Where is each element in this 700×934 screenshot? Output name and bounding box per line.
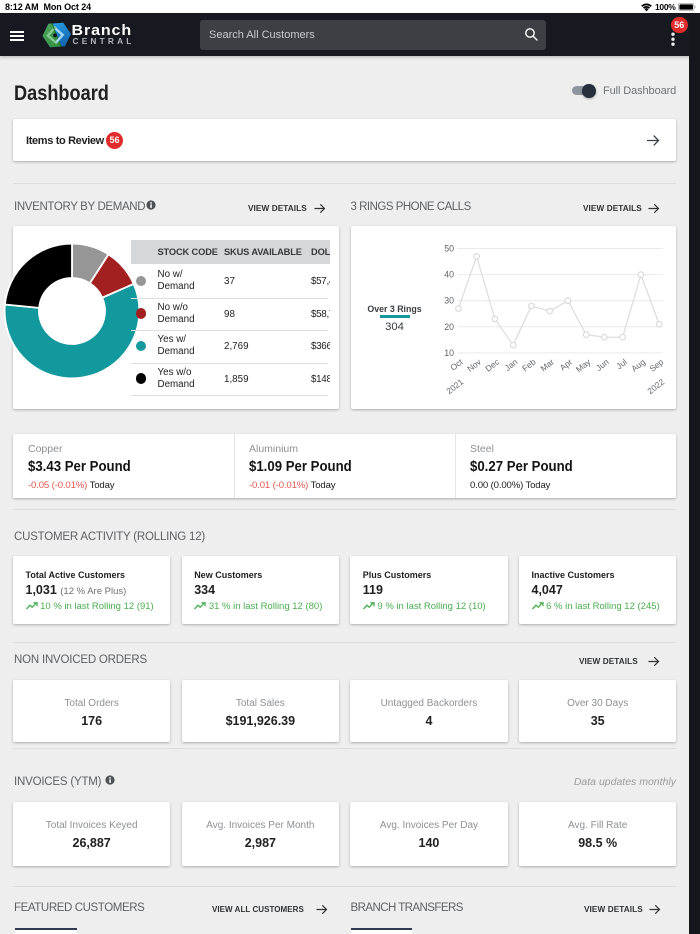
svg-text:May: May [573, 356, 592, 374]
svg-text:30: 30 [444, 296, 454, 306]
svg-text:Sep: Sep [647, 356, 665, 373]
svg-text:2021: 2021 [444, 376, 465, 396]
svg-text:2022: 2022 [645, 376, 666, 396]
svg-text:Jun: Jun [593, 356, 610, 372]
svg-text:Jan: Jan [502, 356, 519, 372]
svg-text:40: 40 [444, 270, 454, 280]
svg-text:50: 50 [444, 244, 454, 254]
svg-text:Feb: Feb [520, 356, 538, 373]
svg-text:10: 10 [444, 348, 454, 358]
svg-text:Mar: Mar [538, 357, 556, 374]
svg-text:Oct: Oct [448, 356, 465, 372]
svg-text:Apr: Apr [557, 357, 574, 373]
svg-text:Nov: Nov [465, 356, 484, 374]
svg-text:Dec: Dec [483, 357, 501, 374]
svg-text:20: 20 [444, 322, 454, 332]
svg-text:Aug: Aug [629, 356, 647, 373]
svg-text:Jul: Jul [614, 357, 629, 372]
